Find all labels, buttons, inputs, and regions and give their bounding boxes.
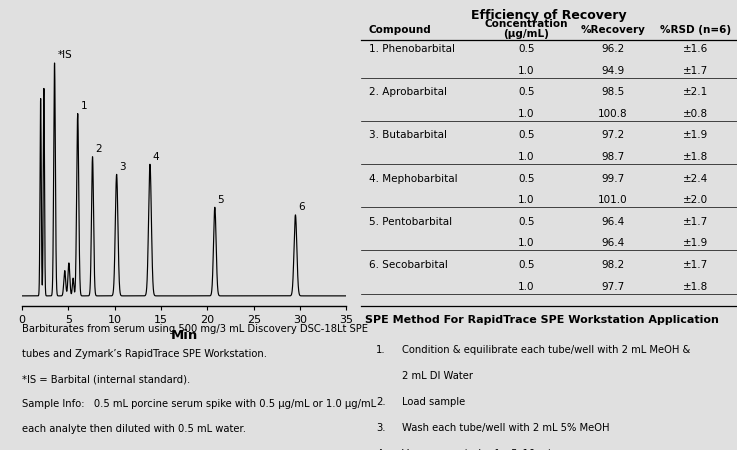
- Text: 2 mL DI Water: 2 mL DI Water: [402, 371, 473, 381]
- Text: 0.5: 0.5: [518, 260, 535, 270]
- Text: ±1.6: ±1.6: [683, 44, 708, 54]
- Text: 1: 1: [80, 101, 87, 111]
- Text: 6. Secobarbital: 6. Secobarbital: [368, 260, 447, 270]
- Text: *IS: *IS: [57, 50, 72, 60]
- Text: %Recovery: %Recovery: [581, 25, 646, 35]
- X-axis label: Min: Min: [171, 329, 198, 342]
- Text: ±2.1: ±2.1: [683, 87, 708, 97]
- Text: 1.0: 1.0: [518, 195, 535, 205]
- Text: 0.5: 0.5: [518, 44, 535, 54]
- Text: %RSD (n=6): %RSD (n=6): [660, 25, 731, 35]
- Text: 3.: 3.: [376, 423, 385, 433]
- Text: 1.0: 1.0: [518, 282, 535, 292]
- Text: ±1.7: ±1.7: [683, 66, 708, 76]
- Text: 0.5: 0.5: [518, 87, 535, 97]
- Text: 97.7: 97.7: [601, 282, 624, 292]
- Text: 98.2: 98.2: [601, 260, 624, 270]
- Text: 99.7: 99.7: [601, 174, 624, 184]
- Text: 0.5: 0.5: [518, 217, 535, 227]
- Text: 96.4: 96.4: [601, 217, 624, 227]
- Text: ±1.8: ±1.8: [683, 282, 708, 292]
- Text: 5: 5: [217, 195, 224, 205]
- Text: ±1.7: ±1.7: [683, 217, 708, 227]
- Text: tubes and Zymark’s RapidTrace SPE Workstation.: tubes and Zymark’s RapidTrace SPE Workst…: [22, 349, 267, 360]
- Text: SPE Method For RapidTrace SPE Workstation Application: SPE Method For RapidTrace SPE Workstatio…: [365, 315, 719, 325]
- Text: (μg/mL): (μg/mL): [503, 29, 550, 39]
- Text: *IS = Barbital (internal standard).: *IS = Barbital (internal standard).: [22, 374, 190, 384]
- Text: Vacuum or air dry for 5–10 min: Vacuum or air dry for 5–10 min: [402, 449, 558, 450]
- Text: 1.: 1.: [376, 345, 385, 355]
- Text: each analyte then diluted with 0.5 mL water.: each analyte then diluted with 0.5 mL wa…: [22, 424, 246, 434]
- Text: 2.: 2.: [376, 397, 385, 407]
- Text: 4: 4: [153, 152, 159, 162]
- Text: 2. Aprobarbital: 2. Aprobarbital: [368, 87, 447, 97]
- Text: 2: 2: [95, 144, 102, 154]
- Text: ±2.0: ±2.0: [683, 195, 708, 205]
- Text: 0.5: 0.5: [518, 174, 535, 184]
- Text: 96.4: 96.4: [601, 238, 624, 248]
- Text: 1.0: 1.0: [518, 238, 535, 248]
- Text: ±1.9: ±1.9: [683, 238, 708, 248]
- Text: 1. Phenobarbital: 1. Phenobarbital: [368, 44, 455, 54]
- Text: 94.9: 94.9: [601, 66, 624, 76]
- Text: ±2.4: ±2.4: [683, 174, 708, 184]
- Text: Load sample: Load sample: [402, 397, 466, 407]
- Text: 101.0: 101.0: [598, 195, 628, 205]
- Text: 1.0: 1.0: [518, 152, 535, 162]
- Text: 3: 3: [119, 162, 126, 172]
- Text: 97.2: 97.2: [601, 130, 624, 140]
- Text: 0.5: 0.5: [518, 130, 535, 140]
- Text: Sample Info:   0.5 mL porcine serum spike with 0.5 μg/mL or 1.0 μg/mL: Sample Info: 0.5 mL porcine serum spike …: [22, 400, 376, 410]
- Text: 98.7: 98.7: [601, 152, 624, 162]
- Text: 1.0: 1.0: [518, 66, 535, 76]
- Text: Efficiency of Recovery: Efficiency of Recovery: [471, 9, 627, 22]
- Text: ±1.7: ±1.7: [683, 260, 708, 270]
- Text: Wash each tube/well with 2 mL 5% MeOH: Wash each tube/well with 2 mL 5% MeOH: [402, 423, 610, 433]
- Text: 3. Butabarbital: 3. Butabarbital: [368, 130, 447, 140]
- Text: 96.2: 96.2: [601, 44, 624, 54]
- Text: ±0.8: ±0.8: [683, 109, 708, 119]
- Text: 4.: 4.: [376, 449, 385, 450]
- Text: ±1.9: ±1.9: [683, 130, 708, 140]
- Text: Concentration: Concentration: [485, 19, 568, 29]
- Text: 98.5: 98.5: [601, 87, 624, 97]
- Text: 100.8: 100.8: [598, 109, 628, 119]
- Text: 4. Mephobarbital: 4. Mephobarbital: [368, 174, 457, 184]
- Text: 1.0: 1.0: [518, 109, 535, 119]
- Text: 5. Pentobarbital: 5. Pentobarbital: [368, 217, 452, 227]
- Text: ±1.8: ±1.8: [683, 152, 708, 162]
- Text: Barbiturates from serum using 500 mg/3 mL Discovery DSC-18Lt SPE: Barbiturates from serum using 500 mg/3 m…: [22, 324, 368, 334]
- Text: Condition & equilibrate each tube/well with 2 mL MeOH &: Condition & equilibrate each tube/well w…: [402, 345, 691, 355]
- Text: Compound: Compound: [368, 25, 431, 35]
- Text: 6: 6: [298, 202, 305, 212]
